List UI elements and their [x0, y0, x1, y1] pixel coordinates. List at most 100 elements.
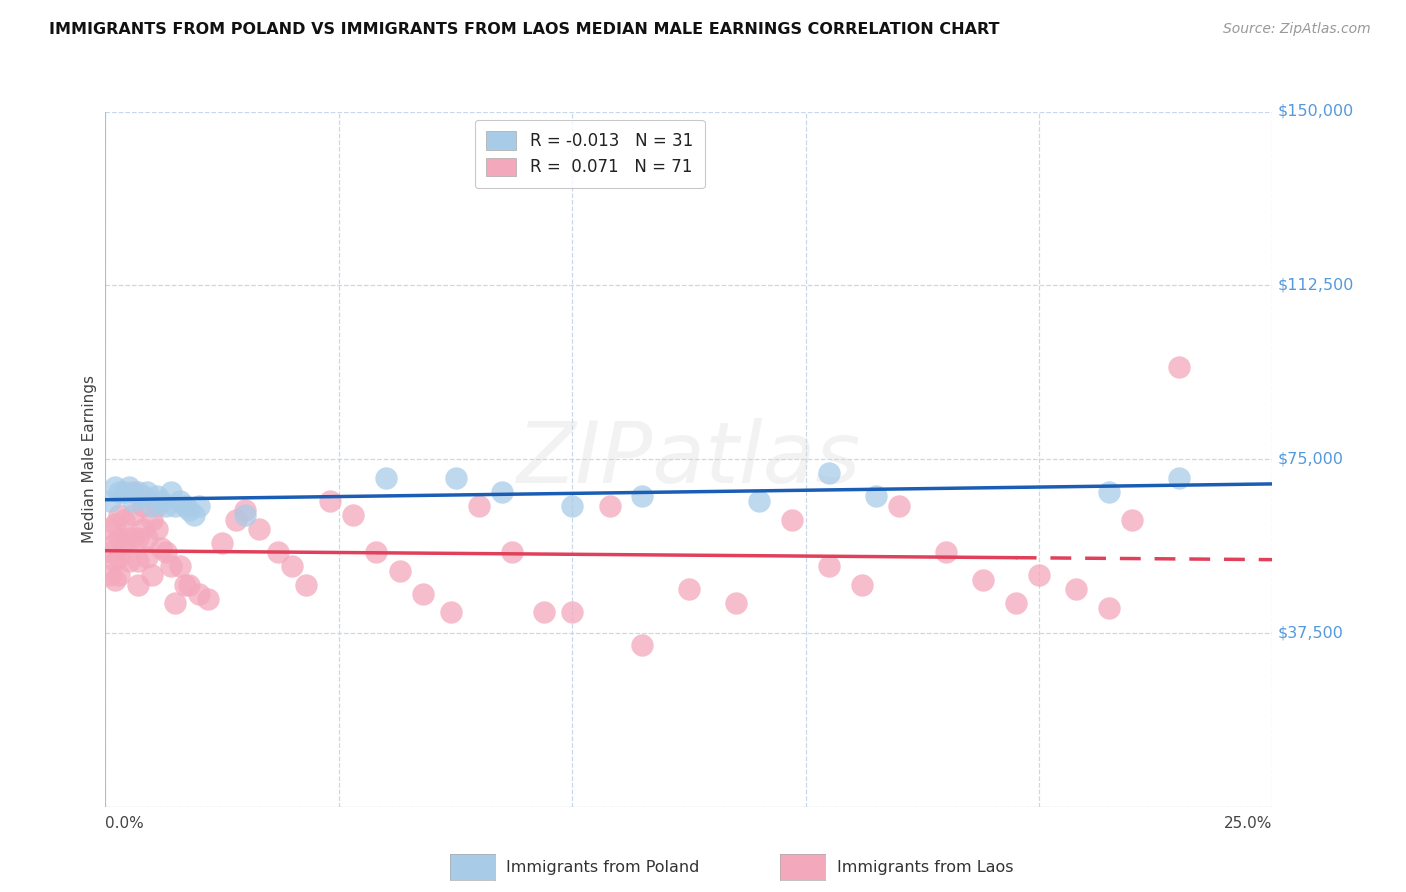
Point [132, 499, 155, 513]
Point [146, 490, 169, 504]
Point [136, 531, 159, 545]
Point [104, 554, 127, 568]
Point [235, 503, 257, 517]
Point [972, 573, 994, 587]
Point [1168, 359, 1191, 374]
Point [235, 508, 257, 522]
Point [818, 467, 841, 481]
Point [374, 471, 396, 485]
Point [150, 541, 173, 555]
Point [104, 536, 127, 550]
Point [112, 536, 135, 550]
Point [281, 559, 304, 574]
Point [118, 531, 141, 545]
Point [342, 508, 364, 522]
Point [225, 513, 247, 527]
Point [141, 513, 163, 527]
Point [179, 503, 201, 517]
Text: Immigrants from Laos: Immigrants from Laos [837, 860, 1014, 874]
Point [159, 484, 181, 499]
Point [491, 484, 513, 499]
Point [155, 545, 177, 559]
Point [118, 480, 141, 494]
Point [159, 559, 181, 574]
Point [127, 531, 149, 545]
Point [98, 545, 121, 559]
Point [440, 606, 463, 620]
Point [122, 508, 145, 522]
Point [146, 499, 169, 513]
Point [780, 513, 803, 527]
Point [631, 638, 654, 652]
Text: $37,500: $37,500 [1278, 626, 1344, 640]
Text: $75,000: $75,000 [1278, 452, 1344, 467]
Point [146, 522, 169, 536]
Point [183, 508, 205, 522]
Point [173, 499, 195, 513]
Point [108, 531, 131, 545]
Point [249, 522, 271, 536]
Point [141, 499, 163, 513]
Point [1168, 471, 1191, 485]
Point [318, 494, 340, 508]
Point [412, 587, 434, 601]
Point [112, 484, 135, 499]
Point [1121, 513, 1143, 527]
Text: Source: ZipAtlas.com: Source: ZipAtlas.com [1223, 22, 1371, 37]
Point [1004, 596, 1026, 610]
Point [366, 545, 388, 559]
Point [501, 545, 523, 559]
Point [141, 568, 163, 582]
Point [935, 545, 957, 559]
Point [104, 517, 127, 532]
Point [169, 494, 191, 508]
Point [165, 596, 187, 610]
Point [104, 480, 127, 494]
Point [112, 513, 135, 527]
Point [150, 494, 173, 508]
Point [599, 499, 621, 513]
Point [818, 559, 841, 574]
Point [132, 522, 155, 536]
Point [132, 490, 155, 504]
Text: Immigrants from Poland: Immigrants from Poland [506, 860, 700, 874]
Text: 0.0%: 0.0% [105, 816, 145, 831]
Point [724, 596, 747, 610]
Point [295, 577, 318, 591]
Point [1028, 568, 1050, 582]
Point [122, 531, 145, 545]
Point [561, 499, 583, 513]
Point [748, 494, 770, 508]
Point [173, 577, 195, 591]
Point [136, 549, 159, 564]
Point [165, 499, 187, 513]
Point [155, 499, 177, 513]
Point [678, 582, 700, 597]
Point [1098, 600, 1121, 615]
Text: $150,000: $150,000 [1278, 104, 1354, 119]
Point [127, 484, 149, 499]
Text: $112,500: $112,500 [1278, 278, 1354, 293]
Point [98, 494, 121, 508]
Point [887, 499, 910, 513]
Point [179, 577, 201, 591]
Point [108, 568, 131, 582]
Point [631, 490, 654, 504]
Point [851, 577, 873, 591]
Point [187, 587, 209, 601]
Point [388, 564, 411, 578]
Point [197, 591, 219, 606]
Legend: R = -0.013   N = 31, R =  0.071   N = 71: R = -0.013 N = 31, R = 0.071 N = 71 [475, 120, 704, 188]
Point [127, 577, 149, 591]
Point [108, 484, 131, 499]
Point [533, 606, 555, 620]
Point [187, 499, 209, 513]
Point [561, 606, 583, 620]
Point [108, 508, 131, 522]
Point [267, 545, 290, 559]
Point [122, 494, 145, 508]
Point [211, 536, 233, 550]
Point [444, 471, 467, 485]
Point [127, 554, 149, 568]
Point [98, 568, 121, 582]
